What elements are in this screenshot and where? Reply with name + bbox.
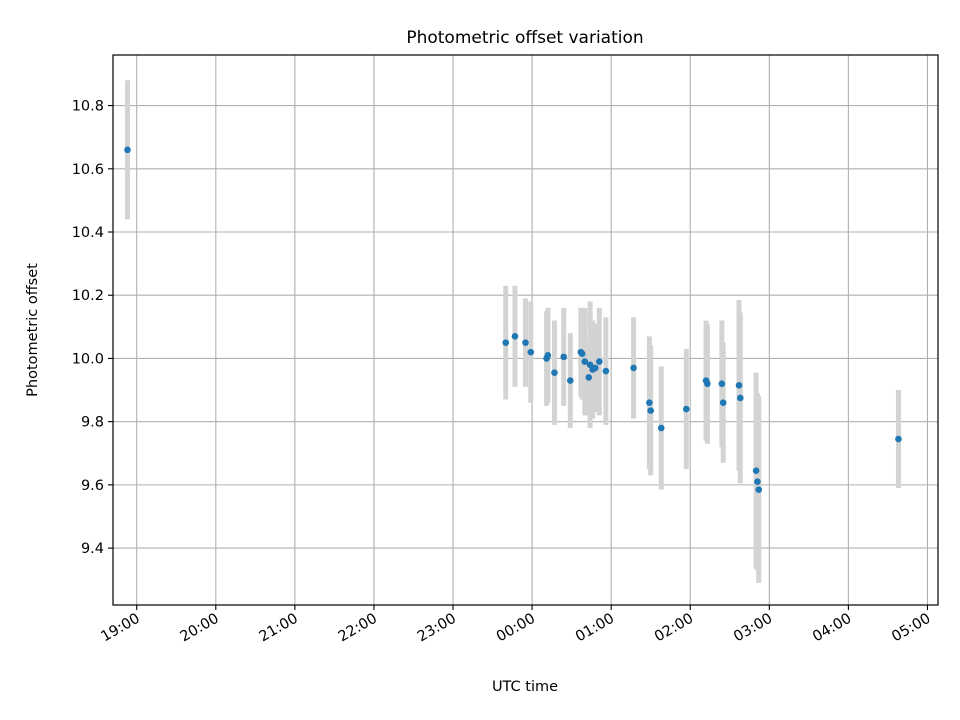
data-point <box>718 380 726 388</box>
data-point <box>578 350 586 358</box>
grid <box>113 55 938 605</box>
data-points <box>124 146 902 493</box>
data-point <box>581 358 589 365</box>
data-point <box>754 478 761 486</box>
data-point <box>551 369 558 376</box>
y-tick-label: 10.4 <box>72 225 104 241</box>
data-point <box>585 374 593 381</box>
data-point <box>602 367 610 375</box>
y-axis: 9.4 9.6 9.8 10.0 10.2 10.4 10.6 10.8 <box>72 99 113 557</box>
data-point <box>592 364 599 372</box>
data-point <box>522 339 529 346</box>
y-axis-label: Photometric offset <box>25 263 41 397</box>
y-tick-label: 9.8 <box>81 415 104 431</box>
data-point <box>719 399 727 407</box>
y-tick-label: 9.6 <box>81 478 104 494</box>
data-point <box>657 424 665 432</box>
data-point <box>704 380 711 388</box>
data-point <box>560 353 568 361</box>
data-point <box>682 405 690 413</box>
data-point <box>567 377 574 384</box>
data-point <box>544 351 552 359</box>
y-tick-label: 9.4 <box>81 541 104 557</box>
chart-title: Photometric offset variation <box>406 28 643 48</box>
plot-frame <box>112 54 939 606</box>
y-tick-label: 10.0 <box>72 351 104 367</box>
data-point <box>755 486 763 493</box>
data-point <box>646 399 653 407</box>
data-point <box>527 348 535 356</box>
data-point <box>502 339 510 346</box>
y-tick-label: 10.6 <box>72 162 104 178</box>
x-axis-label: UTC time <box>492 679 558 695</box>
data-point <box>596 358 603 365</box>
data-point <box>647 407 654 414</box>
data-point <box>735 382 743 389</box>
data-point <box>124 146 131 154</box>
data-point <box>752 467 760 474</box>
data-point <box>511 333 519 340</box>
y-tick-label: 10.8 <box>72 99 104 115</box>
data-point <box>630 364 637 372</box>
data-point <box>895 435 902 443</box>
data-point <box>737 394 744 402</box>
y-tick-label: 10.2 <box>72 288 104 304</box>
